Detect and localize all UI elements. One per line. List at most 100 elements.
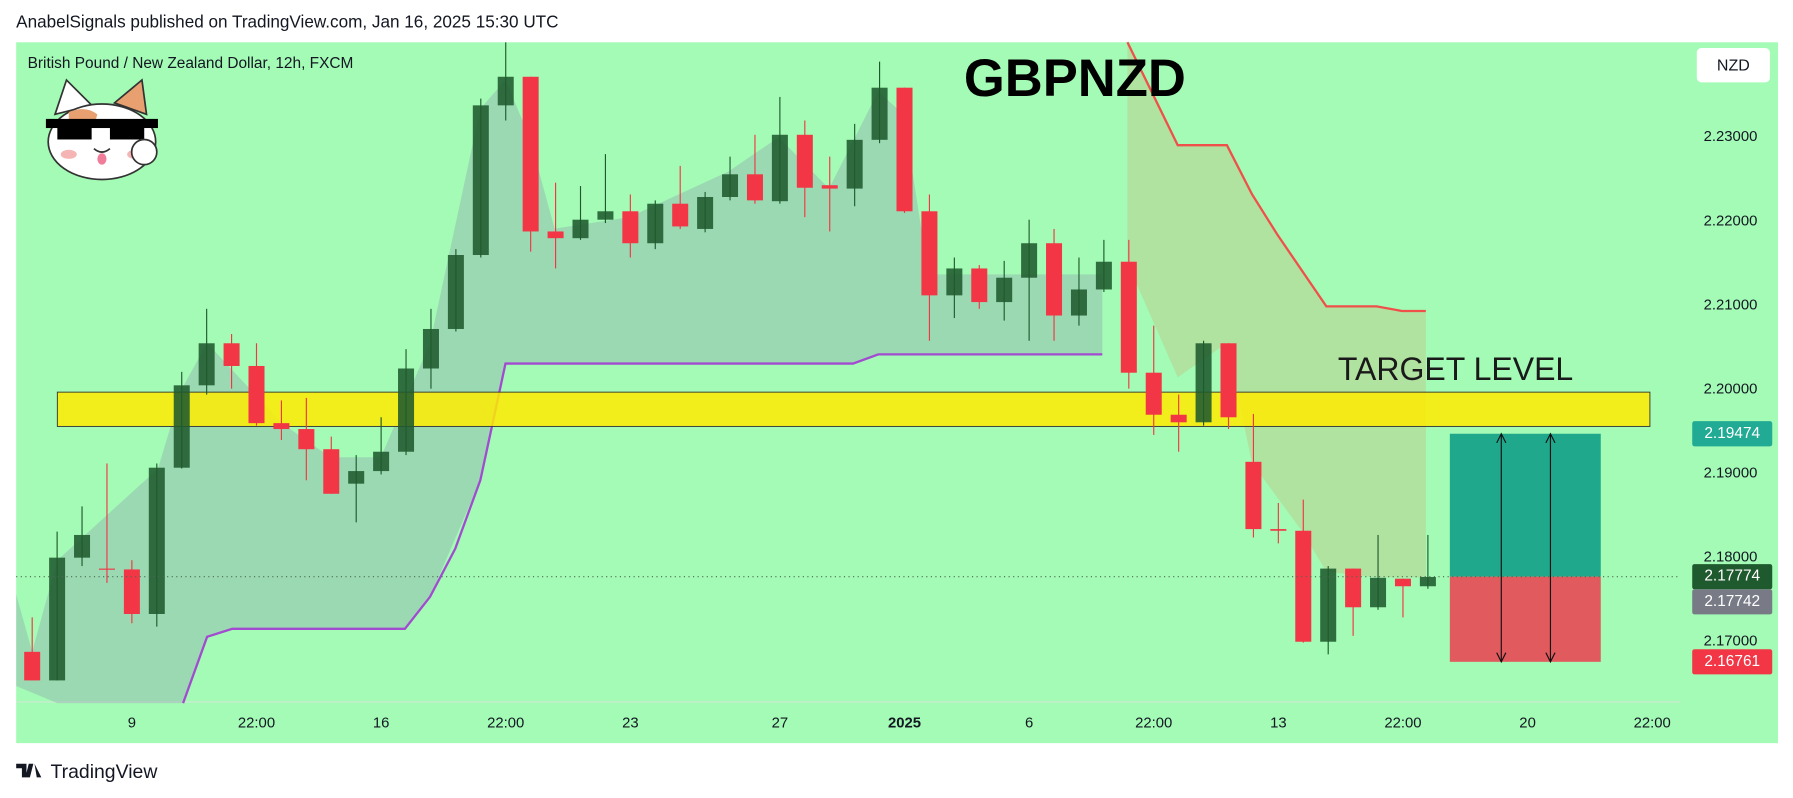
header: AnabelSignals published on TradingView.c… (16, 11, 558, 31)
price-label-box (1692, 421, 1773, 447)
y-tick-label: 2.19000 (1704, 466, 1758, 482)
price-label-box (1692, 589, 1773, 615)
candle-body (49, 557, 66, 681)
candle-body (597, 211, 614, 220)
candle-body (622, 211, 639, 244)
candle-body (198, 343, 215, 386)
candle-body (1370, 577, 1387, 608)
loss-zone (1449, 576, 1601, 662)
candle-body (323, 449, 340, 494)
candle-body (1145, 372, 1162, 415)
candle-body (398, 368, 415, 452)
candle-body (273, 423, 290, 430)
price-label: 2.19474 (1704, 425, 1760, 442)
y-tick-label: 2.23000 (1704, 129, 1758, 145)
candle-body (672, 203, 689, 227)
x-tick-label: 20 (1519, 716, 1536, 732)
candle-body (74, 534, 91, 558)
candle-body (497, 76, 514, 106)
x-tick-label: 22:00 (1384, 716, 1421, 732)
candle-body (1320, 568, 1337, 642)
candle-body (472, 105, 489, 256)
candle-body (422, 328, 439, 369)
x-tick-label: 23 (622, 716, 639, 732)
candle-body (1120, 261, 1137, 373)
x-tick-label: 22:00 (487, 716, 524, 732)
indicator-cloud (16, 80, 1103, 704)
target-zone (56, 391, 1651, 427)
candle-body (547, 231, 564, 239)
chart-title: GBPNZD (964, 49, 1186, 108)
x-tick-label: 9 (128, 716, 136, 732)
candle-body (223, 343, 240, 366)
price-label-box (1692, 649, 1773, 675)
price-label: 2.16761 (1704, 653, 1760, 670)
candle-body (373, 451, 390, 472)
candle-body (1021, 243, 1038, 278)
arrow-head (1496, 432, 1507, 664)
x-tick-label: 2025 (888, 716, 921, 732)
candle-body (1070, 289, 1087, 316)
overlay: 2.17000 2.18000 2.19000 2.20000 2.21000 2.220… (16, 129, 1773, 732)
arrow-head (1545, 432, 1556, 664)
candle-body (173, 385, 190, 468)
y-tick-label: 2.20000 (1704, 381, 1758, 397)
candle-body (647, 203, 664, 244)
x-tick-label: 22:00 (1634, 716, 1671, 732)
avatar (45, 78, 158, 181)
candle-body (1394, 578, 1411, 587)
candle-body (996, 277, 1013, 303)
candle-body (123, 569, 140, 614)
y-tick-label: 2.17000 (1704, 634, 1758, 650)
candle-body (447, 255, 464, 329)
x-tick-label: 13 (1270, 716, 1287, 732)
candle-body (1345, 568, 1362, 608)
candle-body (971, 268, 988, 303)
candle-body (697, 196, 714, 229)
resistance-line (1126, 41, 1426, 313)
candle-body (98, 568, 115, 570)
candle-body (896, 87, 913, 212)
candle-body (796, 134, 813, 188)
candle-body (1095, 261, 1112, 290)
currency-box (1696, 48, 1770, 83)
x-tick-label: 16 (373, 716, 390, 732)
price-label: 2.17742 (1704, 593, 1760, 610)
x-tick-label: 6 (1025, 716, 1033, 732)
candle-body (1170, 414, 1187, 423)
candle-body (722, 174, 739, 197)
candle-body (1220, 343, 1237, 418)
candle-body (572, 219, 589, 239)
candle-body (248, 365, 265, 424)
x-tick-label: 27 (772, 716, 789, 732)
y-tick-label: 2.18000 (1704, 550, 1758, 566)
annotation: TARGET LEVEL (1338, 351, 1573, 387)
currency: NZD (1717, 58, 1750, 75)
price-label: 2.17774 (1704, 568, 1760, 585)
candle-body (871, 87, 888, 140)
candles (24, 42, 1436, 681)
candle-body (522, 76, 539, 232)
support-line (182, 353, 1103, 704)
candle-body (24, 651, 41, 681)
candle-body (1195, 343, 1212, 423)
profit-zone (1449, 433, 1601, 577)
x-tick-label: 22:00 (1135, 716, 1172, 732)
candle-body (1270, 529, 1287, 531)
candle-body (1295, 530, 1312, 642)
candle-body (746, 174, 763, 201)
y-tick-label: 2.22000 (1704, 213, 1758, 229)
indicator-cloud (1127, 42, 1426, 578)
y-tick-label: 2.21000 (1704, 297, 1758, 313)
candle-body (1046, 243, 1063, 316)
candle-body (348, 471, 365, 484)
candle-body (821, 185, 838, 189)
candle-body (771, 134, 788, 202)
x-tick-label: 22:00 (238, 716, 275, 732)
candle-body (921, 211, 938, 296)
footer-logo (16, 763, 42, 778)
candle-body (148, 467, 165, 614)
candle-body (946, 268, 963, 296)
